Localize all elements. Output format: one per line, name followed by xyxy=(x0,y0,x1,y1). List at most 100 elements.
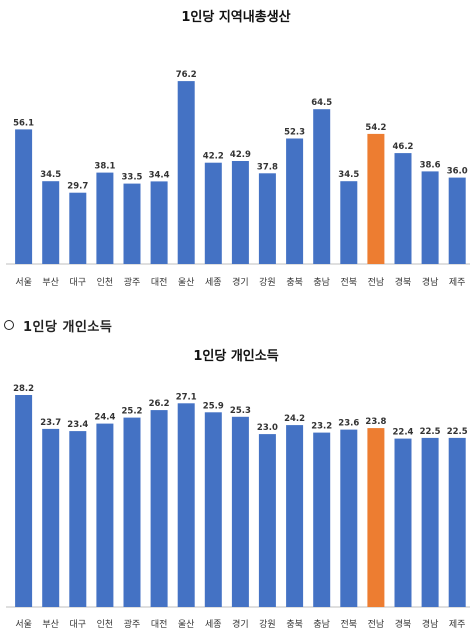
data-label: 38.1 xyxy=(94,162,115,172)
data-label: 23.0 xyxy=(257,423,278,433)
bar-광주 xyxy=(123,183,141,264)
data-label: 24.4 xyxy=(94,413,115,423)
x-tick-label: 전남 xyxy=(368,277,385,288)
section-heading-text: 1인당 개인소득 xyxy=(23,319,113,335)
x-tick-label: 인천 xyxy=(97,277,114,288)
data-label: 34.4 xyxy=(149,170,170,180)
x-tick-label: 강원 xyxy=(259,277,276,288)
data-label: 42.2 xyxy=(203,152,224,162)
x-tick-label: 제주 xyxy=(449,619,466,630)
bar-전북 xyxy=(340,429,358,607)
bar-경남 xyxy=(421,171,439,264)
x-tick-label: 전북 xyxy=(341,277,358,288)
x-tick-label: 세종 xyxy=(205,277,222,288)
bar-전북 xyxy=(340,181,358,264)
x-tick-label: 충남 xyxy=(313,619,330,630)
bar-경북 xyxy=(394,153,412,264)
bar-전남 xyxy=(367,133,385,264)
data-label: 22.5 xyxy=(447,427,468,437)
bar-대구 xyxy=(69,431,87,607)
data-label: 23.7 xyxy=(40,418,61,428)
data-label: 34.5 xyxy=(40,170,61,180)
bar-경북 xyxy=(394,438,412,607)
bar-제주 xyxy=(448,177,466,264)
circle-bullet-icon xyxy=(4,320,14,330)
x-tick-label: 전남 xyxy=(368,619,385,630)
x-tick-label: 인천 xyxy=(97,619,114,630)
x-tick-label: 울산 xyxy=(178,619,195,630)
data-label: 27.1 xyxy=(176,392,197,402)
x-tick-label: 전북 xyxy=(341,619,358,630)
data-label: 38.6 xyxy=(420,160,441,170)
bar-충북 xyxy=(286,425,304,607)
bar-세종 xyxy=(204,412,222,607)
x-tick-label: 경북 xyxy=(395,276,412,288)
data-label: 26.2 xyxy=(149,399,170,409)
x-tick-label: 충남 xyxy=(313,277,330,288)
bar-group: 28.2 서울 23.7 부산 23.4 대구 24.4 인천 25.2 광주 26.2 대전 27.1… xyxy=(13,384,468,630)
x-tick-label: 대전 xyxy=(151,277,168,288)
data-label: 22.5 xyxy=(420,427,441,437)
x-tick-label: 경북 xyxy=(395,618,412,630)
x-tick-label: 광주 xyxy=(124,276,141,288)
bar-경남 xyxy=(421,437,439,607)
x-tick-label: 대구 xyxy=(70,619,87,630)
bar-전남 xyxy=(367,428,385,607)
bar-충북 xyxy=(286,138,304,264)
data-label: 29.7 xyxy=(67,182,88,192)
data-label: 56.1 xyxy=(13,118,34,128)
bar-부산 xyxy=(42,428,60,607)
bar-충남 xyxy=(313,109,331,264)
x-tick-label: 경남 xyxy=(422,276,439,288)
x-tick-label: 경남 xyxy=(422,618,439,630)
data-label: 37.8 xyxy=(257,162,278,172)
personal-income-chart: 1인당 개인소득 28.2서울23.7부산23.4대구24.4인천25.2광주2… xyxy=(6,348,470,630)
x-tick-label: 부산 xyxy=(42,277,59,288)
data-label: 36.0 xyxy=(447,167,468,177)
bar-group: 56.1 서울 34.5 부산 29.7 대구 38.1 인천 33.5 광주 34.4 대전 76.2… xyxy=(13,70,468,288)
bar-광주 xyxy=(123,417,141,607)
bar-인천 xyxy=(96,172,114,264)
chart-title: 1인당 지역내총생산 xyxy=(181,9,290,25)
data-label: 28.2 xyxy=(13,384,34,394)
x-tick-label: 울산 xyxy=(178,277,195,288)
x-tick-label: 강원 xyxy=(259,619,276,630)
x-tick-label: 광주 xyxy=(124,618,141,630)
bar-세종 xyxy=(204,162,222,264)
data-label: 23.6 xyxy=(338,419,359,429)
section-heading: 1인당 개인소득 xyxy=(4,314,112,336)
data-label: 52.3 xyxy=(284,128,305,138)
x-tick-label: 충북 xyxy=(286,619,303,630)
x-tick-label: 경기 xyxy=(232,618,249,630)
data-label: 22.4 xyxy=(393,428,414,438)
bar-강원 xyxy=(258,173,276,264)
data-label: 34.5 xyxy=(338,170,359,180)
bar-충남 xyxy=(313,432,331,607)
bar-경기 xyxy=(231,161,249,264)
x-tick-label: 대전 xyxy=(151,619,168,630)
data-label: 33.5 xyxy=(122,173,143,183)
data-label: 42.9 xyxy=(230,150,251,160)
data-label: 54.2 xyxy=(365,123,386,133)
bar-울산 xyxy=(177,81,195,264)
data-label: 25.3 xyxy=(230,406,251,416)
bar-부산 xyxy=(42,181,60,264)
bar-강원 xyxy=(258,434,276,607)
data-label: 23.4 xyxy=(67,420,88,430)
data-label: 23.2 xyxy=(311,422,332,432)
data-label: 25.2 xyxy=(122,407,143,417)
bar-서울 xyxy=(15,395,33,607)
bar-대전 xyxy=(150,410,168,607)
bar-서울 xyxy=(15,129,33,264)
bar-대구 xyxy=(69,192,87,264)
gdp-per-capita-chart: 1인당 지역내총생산 56.1 서울 34.5 부산 29.7 대구 38.1 인천 33.5 광… xyxy=(6,9,470,288)
data-label: 25.9 xyxy=(203,401,224,411)
bar-제주 xyxy=(448,437,466,607)
data-label: 46.2 xyxy=(393,142,414,152)
data-label: 24.2 xyxy=(284,414,305,424)
chart-title: 1인당 개인소득 xyxy=(193,348,278,364)
x-tick-label: 서울 xyxy=(15,619,32,630)
x-tick-label: 경기 xyxy=(232,276,249,288)
data-label: 23.8 xyxy=(365,417,386,427)
bar-대전 xyxy=(150,181,168,264)
